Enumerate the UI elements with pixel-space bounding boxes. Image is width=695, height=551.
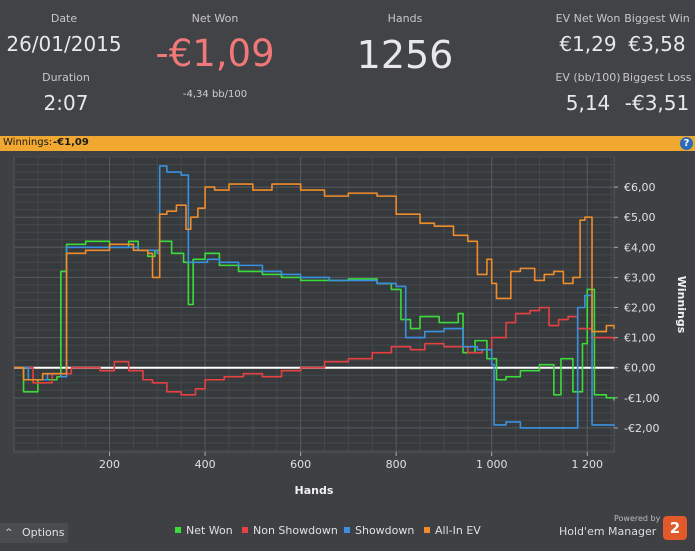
options-button[interactable]: ^ Options bbox=[0, 523, 68, 543]
ev-bb-value: 5,14 bbox=[565, 91, 611, 115]
y-tick-label: €6,00 bbox=[624, 181, 656, 194]
biggest-win-value: €3,58 bbox=[628, 32, 686, 56]
duration-label: Duration bbox=[42, 71, 90, 84]
legend-swatch bbox=[242, 527, 248, 533]
y-tick-label: -€2,00 bbox=[624, 422, 659, 435]
y-tick-label: -€1,00 bbox=[624, 392, 659, 405]
x-axis-label: Hands bbox=[295, 484, 334, 497]
y-tick-label: €1,00 bbox=[624, 332, 656, 345]
date-value: 26/01/2015 bbox=[6, 32, 122, 56]
ev-bb-label: EV (bb/100) bbox=[555, 71, 621, 84]
x-tick-label: 1 200 bbox=[571, 458, 603, 471]
y-axis-label: Winnings bbox=[675, 276, 688, 334]
legend-label: Non Showdown bbox=[253, 524, 338, 537]
x-tick-label: 800 bbox=[386, 458, 407, 471]
biggest-loss-value: -€3,51 bbox=[624, 91, 690, 115]
x-tick-label: 400 bbox=[195, 458, 216, 471]
y-tick-label: €5,00 bbox=[624, 211, 656, 224]
hands-value: 1256 bbox=[356, 33, 454, 77]
footer bbox=[0, 521, 695, 551]
x-tick-label: 200 bbox=[99, 458, 120, 471]
help-icon[interactable]: ? bbox=[680, 137, 693, 150]
winnings-value: -€1,09 bbox=[53, 137, 89, 148]
legend-item-all-in-ev: All-In EV bbox=[424, 524, 481, 537]
y-tick-label: €2,00 bbox=[624, 302, 656, 315]
net-won-label: Net Won bbox=[191, 12, 239, 25]
legend-item-net-won: Net Won bbox=[175, 524, 233, 537]
biggest-win-label: Biggest Win bbox=[624, 12, 690, 25]
net-won-bb: -4,34 bb/100 bbox=[182, 89, 248, 100]
ev-net-won-value: €1,29 bbox=[559, 32, 617, 56]
ev-net-won-label: EV Net Won bbox=[555, 12, 621, 25]
y-tick-label: €4,00 bbox=[624, 241, 656, 254]
net-won-value: -€1,09 bbox=[155, 32, 275, 75]
chart-svg: 200 400 600 800 1 000 1 200 -€2,00 -€1,00 €0,00 €… bbox=[0, 151, 695, 521]
options-label: Options bbox=[22, 526, 65, 539]
stats-header: Date 26/01/2015 Duration 2:07 Net Won -€… bbox=[0, 0, 695, 136]
legend-swatch bbox=[344, 527, 350, 533]
winnings-label: Winnings: bbox=[3, 137, 53, 148]
plot-area bbox=[13, 156, 615, 453]
brand-logo-icon: 2 bbox=[663, 516, 687, 540]
x-tick-label: 1 000 bbox=[476, 458, 508, 471]
series-line-non-showdown bbox=[14, 306, 615, 396]
legend-item-showdown: Showdown bbox=[344, 524, 414, 537]
x-tick-label: 600 bbox=[290, 458, 311, 471]
legend-swatch bbox=[175, 527, 181, 533]
duration-value: 2:07 bbox=[43, 91, 89, 115]
series-line-all-in-ev bbox=[14, 183, 615, 381]
hands-label: Hands bbox=[387, 12, 423, 25]
chevron-up-icon: ^ bbox=[5, 528, 13, 538]
biggest-loss-label: Biggest Loss bbox=[622, 71, 692, 84]
legend-label: All-In EV bbox=[435, 524, 481, 537]
legend-label: Showdown bbox=[355, 524, 415, 537]
brand-name: Hold'em Manager bbox=[559, 525, 657, 538]
powered-by-text: Powered by bbox=[614, 514, 661, 523]
winnings-chart: 200 400 600 800 1 000 1 200 -€2,00 -€1,00 €0,00 €… bbox=[0, 151, 695, 521]
y-tick-label: €3,00 bbox=[624, 271, 656, 284]
winnings-banner: Winnings: -€1,09 bbox=[0, 136, 695, 151]
date-label: Date bbox=[50, 12, 78, 25]
legend-label: Net Won bbox=[186, 524, 233, 537]
y-tick-label: €0,00 bbox=[624, 362, 656, 375]
legend-swatch bbox=[424, 527, 430, 533]
legend-item-non-showdown: Non Showdown bbox=[242, 524, 338, 537]
